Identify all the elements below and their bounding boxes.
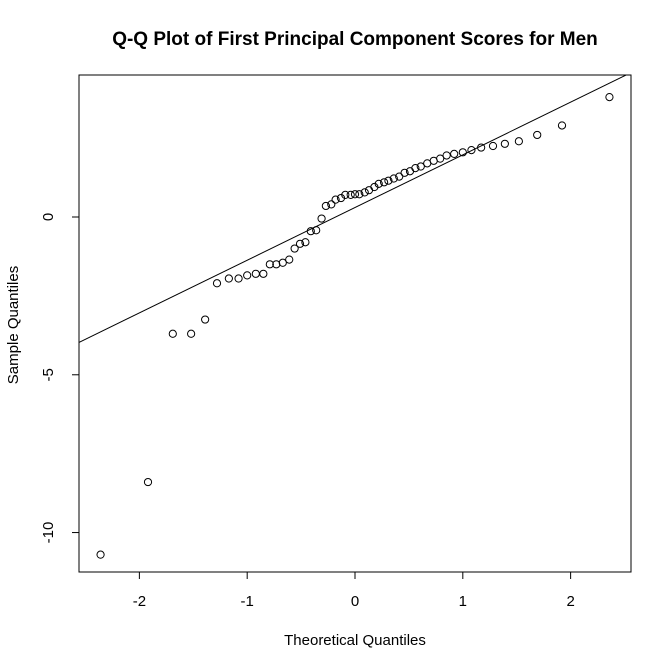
plot-frame xyxy=(78,74,632,573)
data-point xyxy=(411,163,420,173)
data-point xyxy=(251,269,260,278)
data-point xyxy=(234,274,243,283)
data-point xyxy=(346,190,355,200)
data-point xyxy=(259,269,268,278)
data-point xyxy=(341,190,350,200)
data-point xyxy=(458,148,467,157)
data-point xyxy=(416,162,425,171)
data-point xyxy=(212,279,222,288)
data-point xyxy=(290,244,299,253)
x-axis-label: Theoretical Quantiles xyxy=(284,632,426,649)
y-tick-label: -5 xyxy=(40,368,57,381)
data-point xyxy=(187,329,196,338)
data-point xyxy=(265,260,274,269)
data-point xyxy=(467,146,476,155)
data-point xyxy=(96,550,105,559)
data-point xyxy=(395,172,404,181)
data-point xyxy=(327,200,336,209)
data-point xyxy=(477,143,486,152)
data-point xyxy=(331,195,340,204)
title-layer: Q-Q Plot of First Principal Component Sc… xyxy=(112,29,598,50)
data-point xyxy=(143,477,153,487)
data-point xyxy=(442,151,451,160)
data-point xyxy=(355,190,364,199)
data-point xyxy=(360,188,369,197)
data-point xyxy=(317,214,326,223)
data-point xyxy=(384,176,393,185)
reference-line xyxy=(79,75,628,343)
data-point xyxy=(321,201,330,211)
y-axis-label: Sample Quantiles xyxy=(5,266,22,384)
data-point xyxy=(278,258,287,267)
y-tick-label: 0 xyxy=(40,213,57,221)
x-tick-label: -1 xyxy=(241,593,254,610)
data-point xyxy=(500,139,509,148)
y-tick-label: -10 xyxy=(40,522,57,544)
data-point xyxy=(243,271,252,280)
x-tick-label: -2 xyxy=(133,593,146,610)
data-point xyxy=(400,168,409,177)
data-point xyxy=(168,329,177,338)
x-tick-label: 1 xyxy=(459,593,467,610)
data-point xyxy=(488,141,498,151)
data-point xyxy=(605,92,614,102)
plot-area xyxy=(78,74,632,573)
data-point xyxy=(533,130,542,140)
data-point xyxy=(224,274,233,283)
data-point xyxy=(295,239,305,248)
data-point xyxy=(514,137,523,146)
axes: Theoretical Quantiles Sample Quantiles -… xyxy=(5,213,575,649)
data-point xyxy=(380,178,389,187)
data-point xyxy=(201,315,210,324)
data-point xyxy=(301,238,310,247)
data-point xyxy=(374,179,383,188)
data-point xyxy=(557,121,567,130)
data-point xyxy=(350,190,360,199)
chart-title: Q-Q Plot of First Principal Component Sc… xyxy=(112,29,598,50)
data-point xyxy=(285,255,294,264)
data-point xyxy=(306,227,315,236)
data-point xyxy=(312,226,321,235)
data-point xyxy=(389,174,398,183)
x-tick-label: 2 xyxy=(566,593,574,610)
data-point xyxy=(364,186,374,195)
x-tick-label: 0 xyxy=(351,593,359,610)
data-point xyxy=(436,154,445,163)
data-point xyxy=(450,149,459,158)
